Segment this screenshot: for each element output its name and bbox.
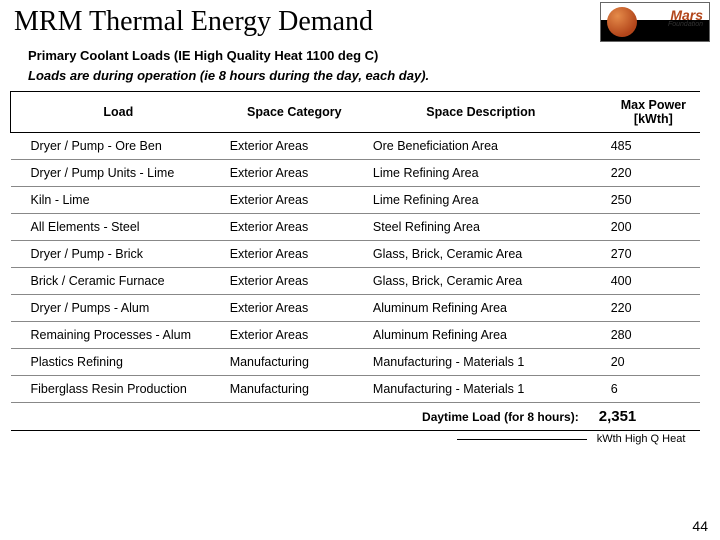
- table-row: Fiberglass Resin ProductionManufacturing…: [11, 376, 701, 403]
- cell-load: Kiln - Lime: [11, 187, 210, 214]
- header-desc: Space Description: [363, 92, 593, 133]
- total-row: Daytime Load (for 8 hours):2,351: [11, 403, 701, 431]
- page-number: 44: [692, 518, 708, 534]
- mars-foundation-logo: Mars Foundation: [600, 2, 710, 42]
- cell-desc: Aluminum Refining Area: [363, 295, 593, 322]
- mars-planet-icon: [607, 7, 637, 37]
- cell-category: Exterior Areas: [210, 133, 363, 160]
- header-load: Load: [11, 92, 210, 133]
- table-row: Remaining Processes - AlumExterior Areas…: [11, 322, 701, 349]
- logo-sub: Foundation: [668, 21, 703, 28]
- cell-desc: Ore Beneficiation Area: [363, 133, 593, 160]
- table-header-row: Load Space Category Space Description Ma…: [11, 92, 701, 133]
- cell-desc: Steel Refining Area: [363, 214, 593, 241]
- cell-desc: Aluminum Refining Area: [363, 322, 593, 349]
- table-row: Brick / Ceramic FurnaceExterior AreasGla…: [11, 268, 701, 295]
- cell-power: 485: [593, 133, 700, 160]
- cell-category: Exterior Areas: [210, 160, 363, 187]
- cell-load: Dryer / Pump - Ore Ben: [11, 133, 210, 160]
- header-category: Space Category: [210, 92, 363, 133]
- cell-power: 20: [593, 349, 700, 376]
- cell-load: Remaining Processes - Alum: [11, 322, 210, 349]
- table-row: Dryer / Pump - BrickExterior AreasGlass,…: [11, 241, 701, 268]
- cell-category: Exterior Areas: [210, 241, 363, 268]
- unit-footer-row: kWth High Q Heat: [11, 431, 701, 446]
- cell-power: 200: [593, 214, 700, 241]
- cell-desc: Manufacturing - Materials 1: [363, 349, 593, 376]
- cell-power: 280: [593, 322, 700, 349]
- table-row: Dryer / Pump - Ore BenExterior AreasOre …: [11, 133, 701, 160]
- cell-desc: Glass, Brick, Ceramic Area: [363, 241, 593, 268]
- cell-desc: Glass, Brick, Ceramic Area: [363, 268, 593, 295]
- cell-power: 220: [593, 295, 700, 322]
- table-row: Dryer / Pumps - AlumExterior AreasAlumin…: [11, 295, 701, 322]
- cell-power: 250: [593, 187, 700, 214]
- cell-category: Manufacturing: [210, 376, 363, 403]
- table-row: Dryer / Pump Units - LimeExterior AreasL…: [11, 160, 701, 187]
- cell-load: Plastics Refining: [11, 349, 210, 376]
- cell-category: Exterior Areas: [210, 214, 363, 241]
- cell-desc: Manufacturing - Materials 1: [363, 376, 593, 403]
- header-power: Max Power [kWth]: [593, 92, 700, 133]
- cell-load: Dryer / Pump - Brick: [11, 241, 210, 268]
- cell-load: Brick / Ceramic Furnace: [11, 268, 210, 295]
- subtitle-block: Primary Coolant Loads (IE High Quality H…: [0, 38, 720, 91]
- cell-load: Dryer / Pump Units - Lime: [11, 160, 210, 187]
- total-value: 2,351: [593, 403, 700, 431]
- total-label: Daytime Load (for 8 hours):: [363, 403, 593, 431]
- cell-load: Fiberglass Resin Production: [11, 376, 210, 403]
- cell-category: Exterior Areas: [210, 322, 363, 349]
- cell-power: 6: [593, 376, 700, 403]
- cell-category: Exterior Areas: [210, 187, 363, 214]
- cell-category: Exterior Areas: [210, 268, 363, 295]
- unit-footer: kWth High Q Heat: [593, 431, 700, 446]
- table-row: Kiln - LimeExterior AreasLime Refining A…: [11, 187, 701, 214]
- loads-table: Load Space Category Space Description Ma…: [10, 91, 700, 445]
- cell-load: All Elements - Steel: [11, 214, 210, 241]
- subtitle-primary: Primary Coolant Loads (IE High Quality H…: [28, 46, 720, 66]
- cell-power: 220: [593, 160, 700, 187]
- table-row: All Elements - SteelExterior AreasSteel …: [11, 214, 701, 241]
- cell-power: 270: [593, 241, 700, 268]
- cell-desc: Lime Refining Area: [363, 160, 593, 187]
- cell-desc: Lime Refining Area: [363, 187, 593, 214]
- cell-power: 400: [593, 268, 700, 295]
- cell-category: Manufacturing: [210, 349, 363, 376]
- cell-load: Dryer / Pumps - Alum: [11, 295, 210, 322]
- table-row: Plastics RefiningManufacturingManufactur…: [11, 349, 701, 376]
- cell-category: Exterior Areas: [210, 295, 363, 322]
- subtitle-secondary: Loads are during operation (ie 8 hours d…: [28, 66, 720, 86]
